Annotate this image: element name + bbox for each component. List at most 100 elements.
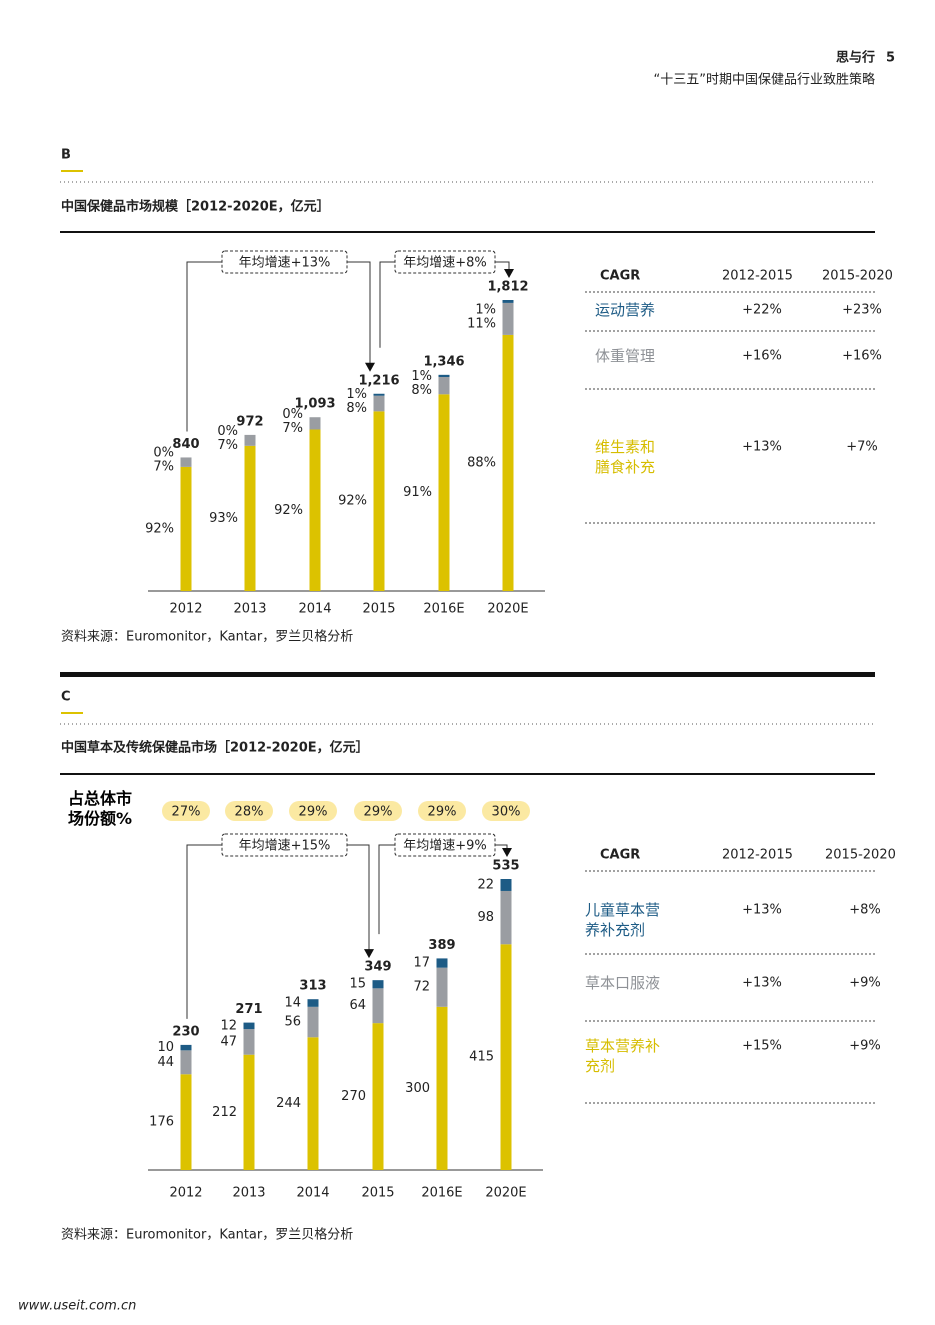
total-label: 230 <box>172 1024 199 1039</box>
table-header: 2012-2015 <box>722 269 793 284</box>
segment-label: 0% <box>217 424 238 439</box>
share-pill <box>482 801 530 821</box>
cagr-value: +8% <box>849 903 881 918</box>
segment-label: 212 <box>212 1105 237 1120</box>
x-tick-label: 2013 <box>232 1186 265 1201</box>
cagr-value: +22% <box>742 303 782 318</box>
source: 资料来源：Euromonitor，Kantar，罗兰贝格分析 <box>61 1227 353 1243</box>
total-label: 389 <box>428 938 455 953</box>
share-label: 29% <box>299 805 328 820</box>
annotation-box <box>394 250 496 274</box>
bar-segment <box>243 1029 255 1055</box>
segment-label: 7% <box>282 421 303 436</box>
row-label: 运动营养 <box>595 301 656 319</box>
segment-label: 415 <box>469 1050 494 1065</box>
segment-label: 64 <box>349 998 366 1013</box>
x-tick-label: 2016E <box>423 602 464 617</box>
bar-segment <box>436 1006 448 1170</box>
section-bar <box>60 672 875 677</box>
share-label: 30% <box>492 805 521 820</box>
segment-label: 7% <box>217 438 238 453</box>
bar-segment <box>372 980 384 989</box>
share-label: 27% <box>172 805 201 820</box>
bar-segment <box>502 300 514 303</box>
bar-segment <box>244 434 256 446</box>
table-header: CAGR <box>600 269 640 284</box>
total-label: 972 <box>236 414 263 429</box>
segment-label: 8% <box>346 401 367 416</box>
bar-segment <box>180 1050 192 1075</box>
segment-label: 8% <box>411 383 432 398</box>
bar-segment <box>307 1006 319 1038</box>
bar-segment <box>500 890 512 945</box>
segment-label: 270 <box>341 1089 366 1104</box>
x-tick-label: 2012 <box>169 1186 202 1201</box>
cagr-value: +16% <box>842 349 882 364</box>
annotation-box <box>221 833 348 857</box>
segment-label: 1% <box>475 302 496 317</box>
bar-segment <box>436 958 448 968</box>
bar-segment <box>244 445 256 591</box>
share-pill <box>162 801 210 821</box>
share-pill <box>289 801 337 821</box>
segment-label: 300 <box>405 1081 430 1096</box>
total-label: 349 <box>364 960 391 975</box>
segment-label: 56 <box>284 1015 301 1030</box>
segment-label: 12 <box>220 1018 237 1033</box>
bracket <box>186 261 371 432</box>
cagr-value: +7% <box>846 440 878 455</box>
share-pill <box>354 801 402 821</box>
bar-segment <box>180 457 192 467</box>
total-label: 313 <box>299 979 326 994</box>
annotation-box <box>394 833 496 857</box>
watermark: www.useit.com.cn <box>18 1299 136 1314</box>
segment-label: 92% <box>145 521 174 536</box>
segment-label: 1% <box>411 369 432 384</box>
arrowhead <box>504 269 514 278</box>
segment-label: 44 <box>157 1055 174 1070</box>
source: 资料来源：Euromonitor，Kantar，罗兰贝格分析 <box>61 629 353 645</box>
segment-label: 14 <box>284 996 301 1011</box>
segment-label: 92% <box>338 494 367 509</box>
x-tick-label: 2015 <box>361 1186 394 1201</box>
table-header: CAGR <box>600 848 640 863</box>
segment-label: 88% <box>467 455 496 470</box>
total-label: 535 <box>492 859 519 874</box>
total-label: 1,346 <box>423 354 464 369</box>
section-letter: C <box>61 690 71 705</box>
bar-segment <box>373 411 385 591</box>
x-tick-label: 2020E <box>487 602 528 617</box>
table-header: 2015-2020 <box>822 269 893 284</box>
cagr-value: +9% <box>849 1039 881 1054</box>
table-header: 2012-2015 <box>722 848 793 863</box>
segment-label: 10 <box>157 1040 174 1055</box>
cagr-value: +16% <box>742 349 782 364</box>
header-subtitle: “十三五”时期中国保健品行业致胜策略 <box>654 72 875 88</box>
segment-label: 0% <box>282 407 303 422</box>
segment-label: 11% <box>467 316 496 331</box>
bar-segment <box>500 879 512 891</box>
arrowhead <box>365 362 375 372</box>
bar-segment <box>180 466 192 591</box>
total-label: 840 <box>172 437 199 452</box>
annotation: 年均增速+15% <box>239 839 331 854</box>
bar-segment <box>372 988 384 1024</box>
bar-segment <box>180 1074 192 1170</box>
bar-segment <box>500 944 512 1170</box>
share-title: 占总体市场份额% <box>68 789 133 828</box>
bar-segment <box>438 394 450 591</box>
segment-label: 47 <box>220 1034 237 1049</box>
share-pill <box>418 801 466 821</box>
segment-label: 72 <box>413 980 430 995</box>
section-letter: B <box>61 148 71 163</box>
section-title: 中国草本及传统保健品市场［2012-2020E，亿元］ <box>61 740 369 756</box>
cagr-value: +13% <box>742 903 782 918</box>
segment-label: 98 <box>477 910 494 925</box>
segment-label: 1% <box>346 387 367 402</box>
bar-segment <box>502 302 514 335</box>
section-title: 中国保健品市场规模［2012-2020E，亿元］ <box>61 199 330 215</box>
bar-segment <box>309 417 321 430</box>
row-label: 儿童草本营养补充剂 <box>585 901 661 939</box>
bar-segment <box>307 999 319 1007</box>
